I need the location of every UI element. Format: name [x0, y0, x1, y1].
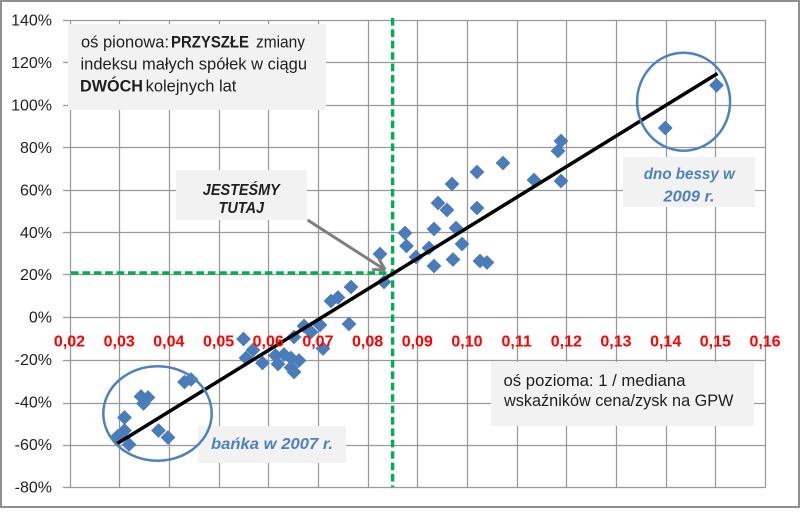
svg-text:0,10: 0,10 — [451, 334, 482, 351]
svg-text:JESTEŚMY: JESTEŚMY — [203, 180, 281, 199]
svg-text:0%: 0% — [29, 310, 52, 327]
svg-text:60%: 60% — [20, 182, 52, 199]
svg-text:kolejnych lat: kolejnych lat — [146, 78, 237, 96]
svg-text:20%: 20% — [20, 267, 52, 284]
svg-text:0,14: 0,14 — [650, 334, 681, 351]
svg-text:80%: 80% — [20, 140, 52, 157]
svg-text:120%: 120% — [11, 55, 52, 72]
svg-text:0,16: 0,16 — [749, 334, 780, 351]
svg-text:0,05: 0,05 — [203, 334, 234, 351]
svg-text:0,04: 0,04 — [153, 334, 184, 351]
svg-text:-60%: -60% — [15, 437, 52, 454]
svg-text:0,08: 0,08 — [352, 334, 383, 351]
svg-text:oś pionowa:: oś pionowa: — [81, 34, 169, 52]
svg-text:indeksu małych spółek w ciągu: indeksu małych spółek w ciągu — [81, 56, 308, 74]
svg-text:0,09: 0,09 — [402, 334, 433, 351]
svg-text:0,11: 0,11 — [501, 334, 531, 351]
svg-text:100%: 100% — [11, 97, 52, 114]
svg-text:40%: 40% — [20, 225, 52, 242]
svg-text:0,02: 0,02 — [54, 334, 85, 351]
svg-text:-20%: -20% — [15, 352, 52, 369]
svg-text:PRZYSZŁE: PRZYSZŁE — [171, 34, 249, 52]
svg-text:dno bessy w: dno bessy w — [644, 166, 736, 183]
svg-text:DWÓCH: DWÓCH — [80, 77, 143, 96]
svg-text:0,06: 0,06 — [253, 334, 284, 351]
svg-text:0,15: 0,15 — [700, 334, 731, 351]
svg-text:TUTAJ: TUTAJ — [219, 200, 265, 217]
svg-text:0,12: 0,12 — [551, 334, 582, 351]
svg-text:0,07: 0,07 — [302, 334, 333, 351]
svg-text:-40%: -40% — [15, 395, 52, 412]
svg-text:oś pozioma: 1 / mediana: oś pozioma: 1 / mediana — [504, 372, 687, 390]
svg-text:bańka w 2007 r.: bańka w 2007 r. — [211, 436, 333, 453]
svg-text:140%: 140% — [11, 13, 52, 30]
svg-text:zmiany: zmiany — [256, 34, 306, 52]
svg-text:-80%: -80% — [15, 479, 52, 496]
svg-text:wskaźników cena/zysk na GPW: wskaźników cena/zysk na GPW — [503, 392, 734, 410]
svg-text:0,03: 0,03 — [104, 334, 135, 351]
svg-text:2009 r.: 2009 r. — [662, 189, 714, 206]
svg-text:0,13: 0,13 — [600, 334, 631, 351]
